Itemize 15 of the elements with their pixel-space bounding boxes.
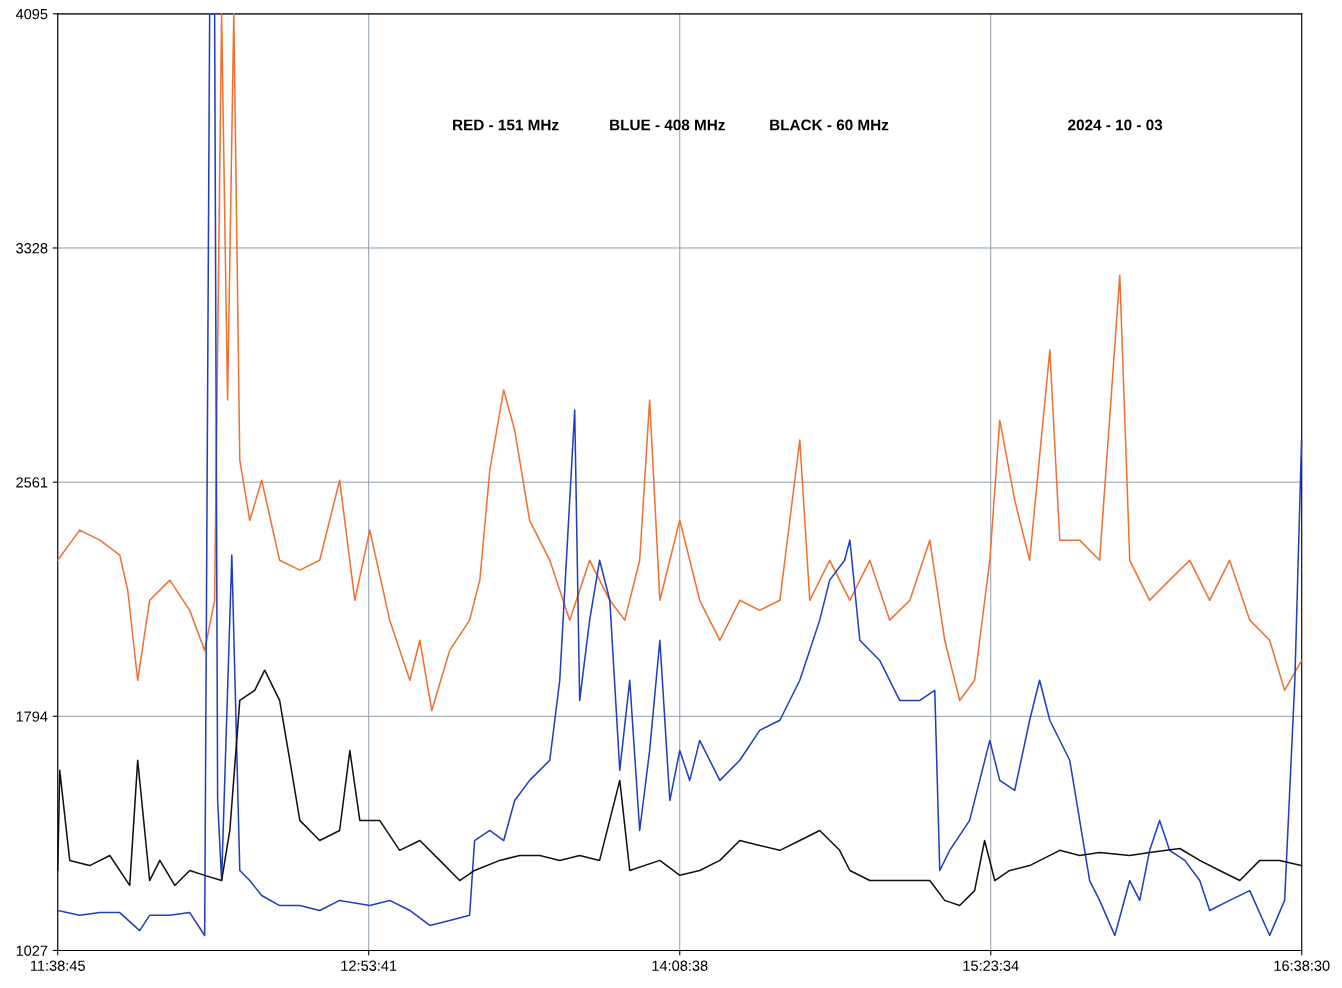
x-tick-label: 15:23:34 xyxy=(963,960,1019,971)
line-series xyxy=(56,669,1303,907)
y-tick-label: 3328 xyxy=(16,243,48,254)
annotation: 2024 - 10 - 03 xyxy=(1068,119,1163,131)
annotation: RED - 151 MHz xyxy=(453,119,559,131)
x-tick-label: 12:53:41 xyxy=(341,960,397,971)
annotation: BLACK - 60 MHz xyxy=(770,119,889,131)
annotation: BLUE - 408 MHz xyxy=(610,119,725,131)
y-tick-label: 2561 xyxy=(16,477,48,488)
y-tick-label: 1027 xyxy=(16,945,48,956)
x-tick-label: 14:08:38 xyxy=(652,960,708,971)
x-tick-label: 11:38:45 xyxy=(30,960,85,971)
y-tick-label: 1794 xyxy=(16,711,48,722)
x-tick-label: 16:38:30 xyxy=(1274,960,1330,971)
y-tick-label: 4095 xyxy=(15,8,48,20)
